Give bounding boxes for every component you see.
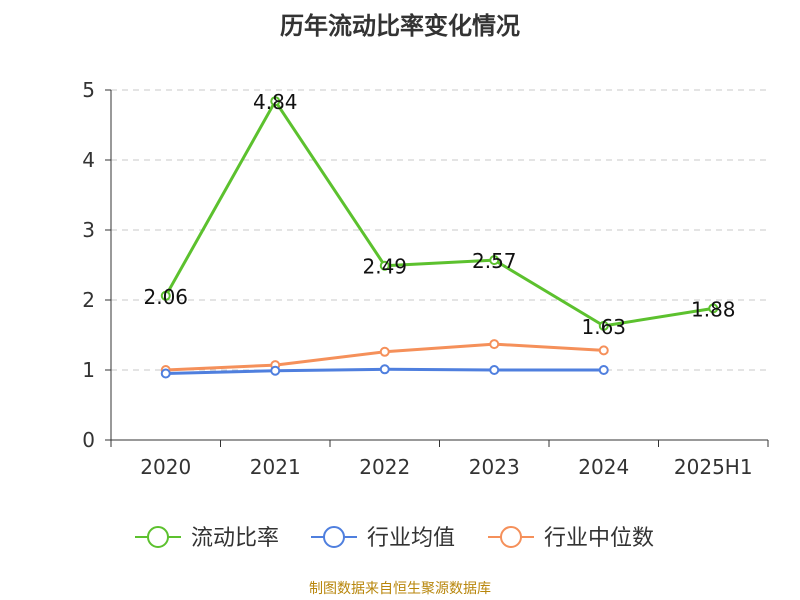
series-lines [160, 96, 719, 379]
x-tick-label: 2023 [469, 455, 520, 479]
series-line [164, 99, 714, 328]
x-tick-label: 2025H1 [674, 455, 753, 479]
x-tick-label: 2022 [359, 455, 410, 479]
data-label: 1.63 [581, 315, 626, 339]
legend-swatch-marker [323, 526, 345, 548]
data-point [598, 345, 609, 356]
legend-swatch-marker [147, 526, 169, 548]
data-point [379, 346, 390, 357]
data-label: 2.49 [362, 255, 407, 279]
x-tick-label: 2021 [250, 455, 301, 479]
legend-item[interactable]: 流动比率 [135, 526, 279, 551]
y-tick-label: 0 [82, 428, 95, 452]
grid-lines [111, 89, 768, 371]
data-point [598, 320, 609, 331]
data-point [379, 364, 390, 375]
chart-title: 历年流动比率变化情况 [280, 12, 520, 40]
x-tick-label: 2020 [140, 455, 191, 479]
data-point [160, 368, 171, 379]
legend-item[interactable]: 行业中位数 [488, 526, 654, 551]
data-point [708, 303, 719, 314]
data-point [489, 255, 500, 266]
y-tick-label: 1 [82, 358, 95, 382]
data-point [270, 96, 281, 107]
legend-label: 行业均值 [367, 526, 455, 551]
data-point [270, 365, 281, 376]
x-tick-label: 2024 [578, 455, 629, 479]
legend-label: 行业中位数 [544, 526, 654, 551]
y-tick-label: 5 [82, 78, 95, 102]
data-point [379, 260, 390, 271]
legend-item[interactable]: 行业均值 [311, 526, 455, 551]
data-label: 1.88 [691, 297, 736, 321]
data-point [489, 339, 500, 350]
y-tick-label: 4 [82, 148, 95, 172]
data-label: 4.84 [253, 90, 298, 114]
data-labels: 2.06 4.84 2.49 2.57 1.63 1.88 [143, 90, 735, 339]
data-point [489, 365, 500, 375]
legend-label: 流动比率 [191, 526, 279, 551]
data-label: 2.06 [143, 285, 188, 309]
legend[interactable]: 流动比率 行业均值 行业中位数 [135, 526, 654, 551]
legend-swatch-marker [500, 526, 522, 548]
source-note: 制图数据来自恒生聚源数据库 [309, 581, 491, 597]
y-tick-label: 3 [82, 218, 95, 242]
data-label: 2.57 [472, 249, 517, 273]
y-tick-label: 2 [82, 288, 95, 312]
axes: 0 1 2 3 4 5 2020 2021 2022 2023 2024 2025H1 [82, 78, 769, 479]
data-point [160, 290, 171, 301]
data-point [598, 365, 609, 375]
